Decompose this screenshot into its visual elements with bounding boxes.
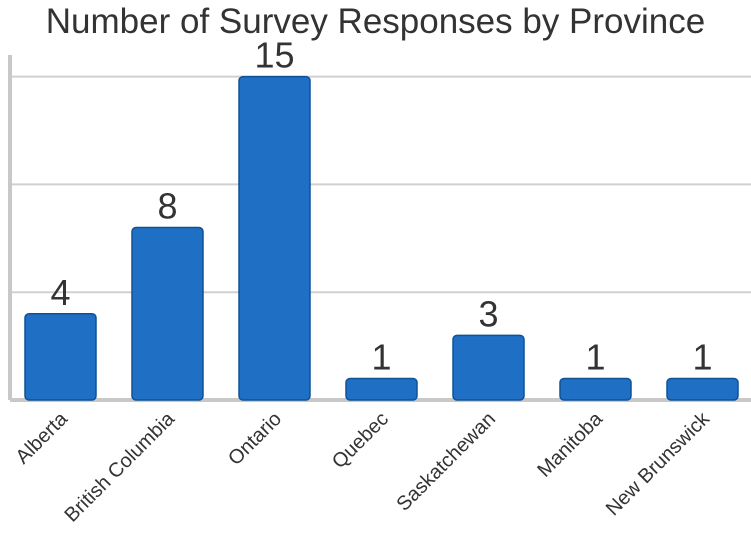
data-label: 8	[157, 186, 177, 227]
x-tick-label: Manitoba	[533, 407, 607, 481]
x-tick-label: Saskatchewan	[393, 408, 501, 516]
bar-ontario	[238, 75, 311, 401]
data-label: 1	[585, 336, 605, 377]
data-label: 3	[478, 293, 498, 334]
bar-manitoba	[559, 377, 632, 401]
x-tick-label: Ontario	[224, 408, 286, 470]
x-tick-label: British Columbia	[61, 407, 180, 526]
bar-british-columbia	[131, 226, 204, 401]
data-label: 15	[254, 35, 294, 76]
chart-title: Number of Survey Responses by Province	[45, 2, 706, 41]
bar-quebec	[345, 377, 418, 401]
data-label: 1	[692, 336, 712, 377]
bar-saskatchewan	[452, 334, 525, 401]
bars	[24, 75, 739, 401]
bar-alberta	[24, 313, 97, 401]
x-tick-label: Alberta	[12, 407, 73, 468]
x-tick-label: Quebec	[328, 408, 393, 473]
data-label: 1	[371, 336, 391, 377]
x-tick-label: New Brunswick	[602, 407, 715, 520]
data-label: 4	[50, 272, 70, 313]
bar-new-brunswick	[666, 377, 739, 401]
gridlines	[10, 75, 751, 294]
data-labels: 4 8 15 1 3 1 1	[50, 35, 712, 378]
